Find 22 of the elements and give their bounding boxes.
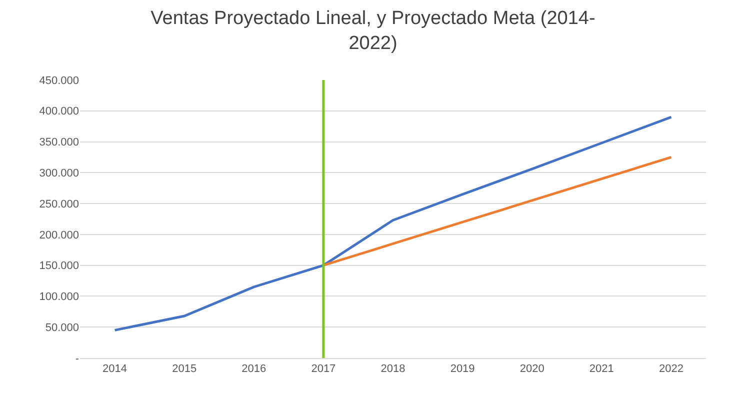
x-tick-label: 2014 [102, 363, 128, 376]
y-tick-label: 350.000 [39, 136, 79, 149]
x-tick-label: 2018 [380, 363, 406, 376]
y-tick-label: 400.000 [39, 106, 79, 118]
x-tick-label: 2021 [589, 363, 614, 376]
line-series [322, 156, 672, 267]
y-tick-label: 450.000 [39, 74, 79, 87]
y-tick-label: 300.000 [39, 168, 79, 180]
x-tick-label: 2020 [520, 363, 544, 376]
y-tick-label: 50.000 [45, 322, 79, 334]
x-tick-label: 2017 [311, 363, 336, 376]
y-tick-label: 100.000 [39, 291, 79, 304]
x-tick-label: 2019 [450, 363, 475, 376]
y-tick-label: 200.000 [39, 229, 79, 242]
chart-title: Ventas Proyectado Lineal, y Proyectado Meta (2014-2022) [150, 8, 596, 54]
x-tick-label: 2022 [658, 363, 684, 376]
y-tick-label: 150.000 [39, 260, 79, 272]
y-tick-label: - [75, 352, 80, 365]
line-series [114, 116, 672, 332]
y-tick-label: 250.000 [39, 198, 79, 210]
x-tick-label: 2016 [242, 363, 266, 376]
x-tick-label: 2015 [172, 363, 197, 376]
